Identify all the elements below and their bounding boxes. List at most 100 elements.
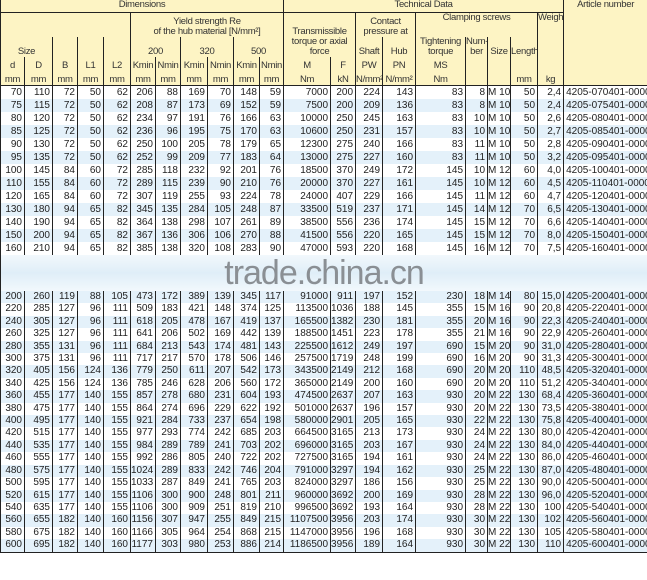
table-cell: 96 [155, 125, 181, 138]
table-cell: 703 [233, 439, 260, 453]
table-cell: 230 [415, 291, 467, 304]
table-cell: 120 [0, 190, 25, 203]
unit-cell: mm [510, 71, 539, 86]
table-cell: 62 [103, 151, 131, 164]
table-cell: 155 [103, 477, 131, 490]
table-cell: 506 [233, 353, 260, 366]
table-cell: 84 [52, 190, 78, 203]
table-cell: 75 [207, 125, 234, 138]
table-cell: M 22 [487, 452, 512, 465]
table-cell: 31,3 [537, 353, 565, 366]
table-cell: 131 [52, 353, 78, 366]
table-cell: 232 [180, 164, 208, 177]
table-cell: 909 [180, 501, 208, 515]
table-cell: 155 [103, 427, 131, 440]
table-cell: 130 [510, 526, 539, 540]
table-cell: 117 [258, 291, 285, 304]
table-cell: 68,4 [537, 390, 565, 403]
table-cell: 72 [103, 164, 131, 177]
table-cell: 145 [415, 177, 467, 190]
table-cell: 515 [24, 427, 53, 440]
symbol-cell [510, 57, 539, 71]
table-cell: 220 [355, 242, 384, 255]
table-cell: 62 [103, 85, 131, 99]
table-cell: 230 [355, 315, 384, 329]
table-cell: 59 [258, 85, 285, 99]
article-number-cell: 4205-560401-000000 [563, 514, 647, 527]
table-cell: 824000 [283, 477, 332, 490]
table-cell: 115 [24, 99, 53, 112]
symbol-cell: d [0, 57, 25, 71]
table-cell: 239 [180, 177, 208, 190]
table-cell: 234 [130, 112, 156, 125]
symbol-cell: Nmin [155, 57, 181, 71]
article-number-cell: 4205-085401-000000 [563, 125, 647, 138]
table-cell: 90 [258, 242, 285, 255]
table-cell: 540 [0, 501, 25, 515]
table-cell: 211 [258, 489, 285, 502]
table-cell: 90 [207, 177, 234, 190]
table-cell: 203 [355, 514, 384, 527]
table-row: 80 120 72 50 62 234 97 191 76 166 63 10000 250 245 163… [0, 112, 647, 125]
table-cell: 570 [180, 353, 208, 366]
table-cell: 930 [415, 477, 467, 490]
table-cell: 3692 [330, 501, 357, 515]
table-row: 85 125 72 50 62 236 96 195 75 170 63 10600 250 231 157… [0, 125, 647, 138]
table-cell: 188500 [283, 328, 332, 341]
table-row: 420 515 177 140 155 977 293 774 242 685 203 664500 3… [0, 427, 647, 440]
table-cell: 18 [465, 291, 489, 304]
table-cell: 611 [180, 365, 208, 378]
table-cell: 289 [130, 177, 156, 190]
table-cell: 102 [537, 514, 565, 527]
table-cell: M 22 [487, 439, 512, 453]
table-cell: 779 [130, 365, 156, 378]
table-cell: 160 [103, 526, 131, 540]
table-cell: 139 [258, 328, 285, 341]
table-cell: 161 [382, 177, 417, 190]
table-cell: 196 [355, 526, 384, 540]
table-cell: M 20 [487, 353, 512, 366]
table-cell: 389 [180, 291, 208, 304]
article-number-cell: 4205-220401-000000 [563, 303, 647, 316]
table-cell: 90,0 [537, 477, 565, 490]
table-cell: 167 [382, 439, 417, 453]
table-row: 150 200 94 65 82 367 136 306 106 270 88 41500 556 220… [0, 229, 647, 242]
table-cell: 60 [77, 164, 104, 177]
symbol-cell [487, 57, 512, 71]
unit-cell: mm [258, 71, 285, 86]
table-cell: 1451 [330, 328, 357, 341]
clamping-screws-heading: Clamping screws [415, 12, 539, 37]
table-cell: 87 [258, 203, 285, 216]
table-cell: 152 [382, 291, 417, 304]
table-cell: 200 [355, 377, 384, 391]
number-heading: Num-ber [465, 37, 489, 57]
table-cell: 930 [415, 526, 467, 540]
table-cell: 10 [465, 177, 489, 190]
article-number-cell: 4205-600401-000000 [563, 539, 647, 553]
table-cell: 136 [103, 365, 131, 378]
table-cell: 105 [537, 526, 565, 540]
table-cell: 285 [130, 164, 156, 177]
article-number-cell: 4205-140401-000000 [563, 216, 647, 229]
table-cell: 76 [258, 164, 285, 177]
table-cell: 136 [382, 99, 417, 112]
table-cell: M 20 [487, 365, 512, 378]
table-cell: 690 [415, 353, 467, 366]
table-cell: 160 [103, 514, 131, 527]
table-cell: 16 [465, 242, 489, 255]
size-spacer [0, 12, 131, 37]
table-cell: 50 [77, 99, 104, 112]
table-cell: 140 [77, 427, 104, 440]
table-row: 300 375 131 96 111 717 217 570 178 506 146 257500 17… [0, 353, 647, 366]
table-row: 500 595 177 140 155 1033 287 849 241 765 203 824000… [0, 477, 647, 490]
table-cell: 303 [155, 539, 181, 553]
table-cell: 283 [233, 242, 260, 255]
table-cell: 96 [77, 328, 104, 341]
table-cell: 20 [465, 402, 489, 416]
table-cell: 140 [77, 501, 104, 515]
table-cell: 253 [207, 539, 234, 553]
table-cell: 130 [510, 539, 539, 553]
table-row: 360 455 177 140 155 857 278 680 231 604 193 474500 2… [0, 390, 647, 403]
table-cell: 174 [207, 340, 234, 354]
table-cell: 205 [155, 315, 181, 329]
